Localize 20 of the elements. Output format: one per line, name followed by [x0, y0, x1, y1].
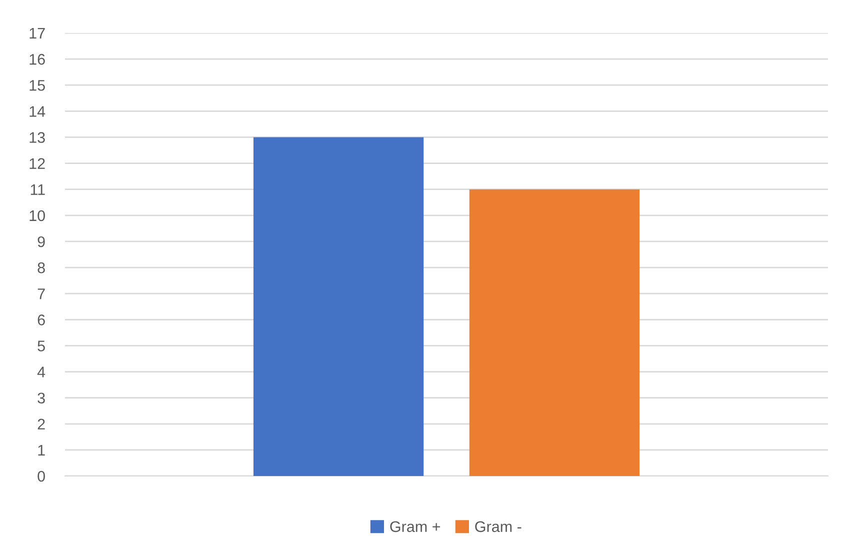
y-tick-label: 9	[38, 236, 45, 248]
legend-label: Gram +	[390, 521, 440, 532]
y-tick-label: 17	[30, 28, 45, 39]
y-tick-label: 3	[38, 392, 45, 404]
y-tick-label: 1	[38, 444, 45, 456]
y-tick-label: 13	[30, 132, 45, 143]
y-tick-label: 14	[30, 106, 46, 117]
y-tick-label: 5	[38, 340, 45, 352]
y-tick-label: 12	[30, 158, 45, 169]
y-tick-label: 10	[30, 210, 45, 222]
y-tick-label: 15	[30, 80, 45, 91]
y-tick-label: 0	[38, 470, 45, 482]
y-tick-label: 4	[37, 366, 46, 378]
y-tick-label: 8	[38, 262, 45, 274]
y-tick-label: 16	[30, 54, 45, 65]
y-tick-label: 6	[38, 314, 45, 326]
y-tick-label: 7	[38, 288, 45, 300]
legend-label: Gram -	[475, 521, 522, 532]
y-tick-label: 11	[30, 184, 45, 195]
y-tick-label: 2	[38, 418, 45, 430]
